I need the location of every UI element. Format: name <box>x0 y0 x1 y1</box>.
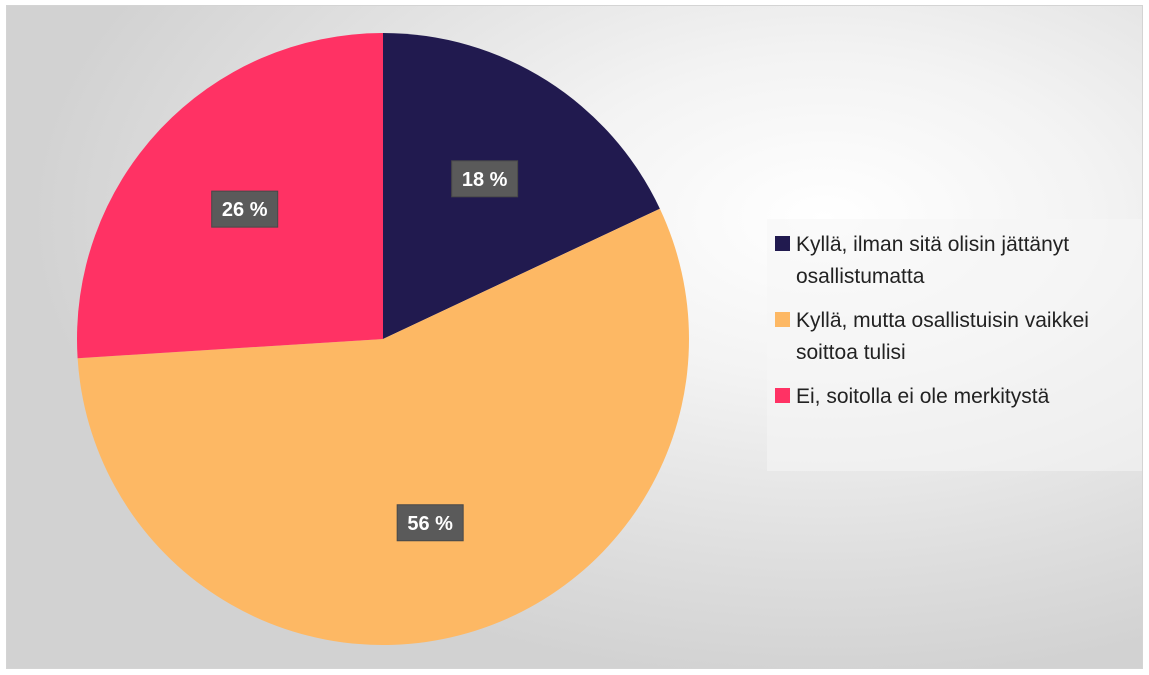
data-label: 26 % <box>222 199 268 221</box>
legend-item-1: Kyllä, mutta osallistuisin vaikkei soitt… <box>775 305 1140 369</box>
legend-label: Ei, soitolla ei ole merkitystä <box>796 385 1050 408</box>
legend: Kyllä, ilman sitä olisin jättänyt osalli… <box>767 219 1142 471</box>
legend-swatch <box>775 388 790 403</box>
pie-slice <box>383 33 660 339</box>
data-label-box <box>396 504 464 542</box>
pie-slice <box>77 208 689 646</box>
legend-label: Kyllä, mutta osallistuisin vaikkei soitt… <box>796 309 1089 364</box>
pie-chart: 18 % 56 % 26 % <box>76 33 689 646</box>
data-label: 18 % <box>462 169 508 191</box>
data-label: 56 % <box>407 513 453 535</box>
legend-label: Kyllä, ilman sitä olisin jättänyt osalli… <box>796 233 1070 288</box>
legend-item-2: Ei, soitolla ei ole merkitystä <box>775 381 1140 413</box>
legend-swatch <box>775 236 790 251</box>
data-label-box <box>451 160 519 198</box>
legend-swatch <box>775 312 790 327</box>
legend-item-0: Kyllä, ilman sitä olisin jättänyt osalli… <box>775 229 1140 293</box>
data-label-box <box>211 190 279 228</box>
chart-frame: 18 % 56 % 26 % Kyllä, ilman sitä olisin jä… <box>6 5 1143 669</box>
